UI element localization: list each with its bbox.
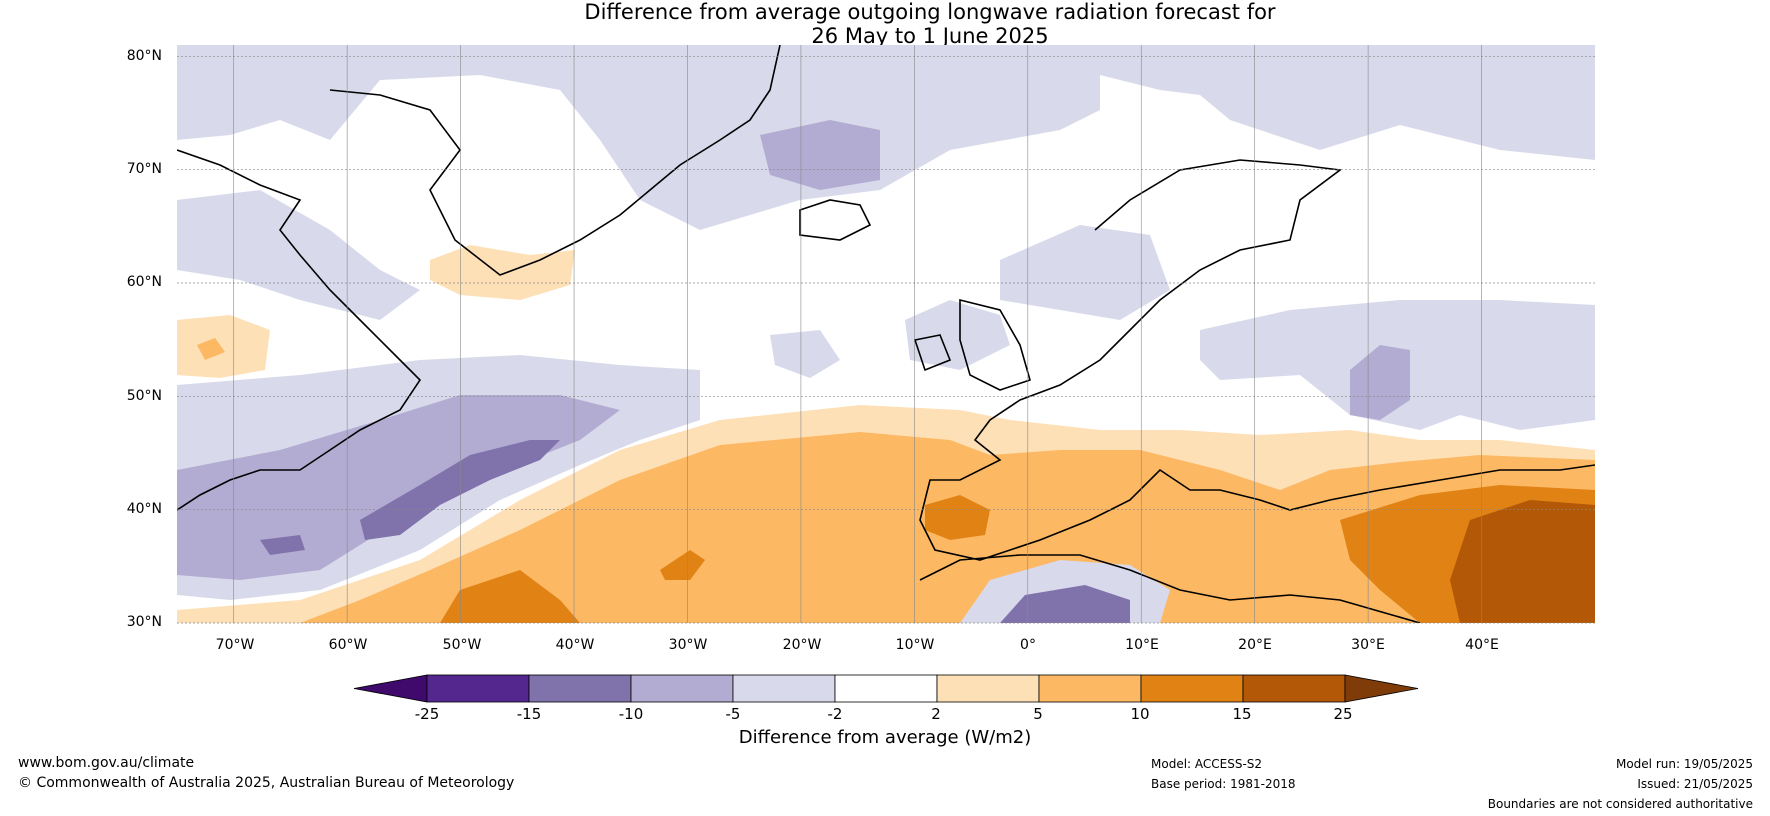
latitude-lines	[177, 55, 1595, 624]
colorbar-tick-15: 15	[1232, 705, 1252, 723]
graticule	[177, 45, 1595, 624]
colorbar-segment-6	[1038, 674, 1142, 703]
colorbar-arrow-low	[353, 674, 428, 703]
anomaly-africa-neg-overlay2	[1000, 585, 1130, 623]
colorbar-tick-m5: -5	[725, 705, 741, 723]
lon-label-20w: 20°W	[782, 637, 822, 653]
anomaly-eastern-europe-neg2	[1350, 345, 1410, 420]
footer-disclaimer: Boundaries are not considered authoritat…	[1487, 797, 1753, 811]
anomaly-fill	[177, 45, 1595, 623]
lat-label-80n: 80°N	[126, 48, 162, 64]
lon-label-30w: 30°W	[668, 637, 708, 653]
colorbar-tick-10: 10	[1130, 705, 1150, 723]
anomaly-labrador-pos2	[197, 338, 225, 360]
colorbar-tick-2: 2	[931, 705, 941, 723]
colorbar	[353, 674, 1419, 703]
anomaly-atlantic-pos3	[440, 570, 580, 623]
anomaly-middle-east-pos4	[1450, 500, 1595, 623]
chart-title: Difference from average outgoing longwav…	[0, 0, 1770, 48]
lon-label-10w: 10°W	[895, 637, 935, 653]
colorbar-segment-4	[834, 674, 938, 703]
lon-label-70w: 70°W	[215, 637, 255, 653]
title-line-1: Difference from average outgoing longwav…	[584, 0, 1276, 24]
lat-label-60n: 60°N	[126, 274, 162, 290]
lat-label-70n: 70°N	[126, 161, 162, 177]
anomaly-atlantic-pos4	[660, 550, 705, 580]
coast-iceland	[799, 199, 872, 241]
colorbar-tick-5: 5	[1033, 705, 1043, 723]
anomaly-greenland-pos	[430, 245, 575, 300]
footer-copyright: © Commonwealth of Australia 2025, Austra…	[18, 775, 515, 791]
lat-label-40n: 40°N	[126, 501, 162, 517]
lon-label-0: 0°	[1020, 637, 1036, 653]
coast-north-america	[177, 149, 422, 511]
colorbar-tick-m25: -25	[414, 705, 440, 723]
colorbar-tick-m15: -15	[516, 705, 542, 723]
lon-label-60w: 60°W	[328, 637, 368, 653]
anomaly-atlantic-band-neg3	[360, 440, 560, 540]
coast-greenland	[329, 45, 781, 276]
colorbar-title: Difference from average (W/m2)	[738, 727, 1032, 748]
colorbar-segment-0	[426, 674, 530, 703]
footer-website: www.bom.gov.au/climate	[18, 755, 195, 771]
anomaly-northamerica-neg	[177, 190, 420, 320]
colorbar-arrow-high	[1344, 674, 1419, 703]
colorbar-tick-25: 25	[1333, 705, 1353, 723]
lon-label-40e: 40°E	[1465, 637, 1499, 653]
lat-label-50n: 50°N	[126, 388, 162, 404]
anomaly-labrador-pos	[177, 315, 270, 378]
lon-label-10e: 10°E	[1125, 637, 1159, 653]
anomaly-iberia-pos3	[925, 495, 990, 540]
colorbar-tick-m2: -2	[827, 705, 843, 723]
colorbar-segment-1	[528, 674, 632, 703]
footer-issued: Issued: 21/05/2025	[1637, 777, 1753, 791]
anomaly-greenland-neg	[760, 120, 880, 190]
anomaly-atlantic-band-neg4	[260, 535, 305, 555]
colorbar-tick-m10: -10	[618, 705, 644, 723]
lon-label-20e: 20°E	[1238, 637, 1272, 653]
anomaly-scandinavia-neg	[1000, 225, 1170, 320]
colorbar-segment-8	[1242, 674, 1346, 703]
lon-label-50w: 50°W	[442, 637, 482, 653]
footer-base-period: Base period: 1981-2018	[1151, 777, 1296, 791]
anomaly-atlantic-mid-neg	[770, 330, 840, 378]
colorbar-segment-3	[732, 674, 836, 703]
colorbar-segment-5	[936, 674, 1040, 703]
lat-label-30n: 30°N	[126, 614, 162, 630]
coast-africa	[919, 554, 1421, 623]
footer-model-run: Model run: 19/05/2025	[1615, 757, 1753, 771]
lon-label-40w: 40°W	[555, 637, 595, 653]
anomaly-atlantic-band-neg2	[177, 395, 620, 580]
title-line-2: 26 May to 1 June 2025	[811, 24, 1049, 48]
colorbar-segment-2	[630, 674, 734, 703]
longitude-lines	[233, 45, 1482, 623]
colorbar-segment-7	[1140, 674, 1244, 703]
anomaly-arctic-neg	[177, 45, 1595, 230]
footer-model: Model: ACCESS-S2	[1151, 757, 1263, 771]
lon-label-30e: 30°E	[1351, 637, 1385, 653]
coast-uk-ireland	[913, 298, 1031, 391]
anomaly-uk-neg	[905, 300, 1010, 370]
